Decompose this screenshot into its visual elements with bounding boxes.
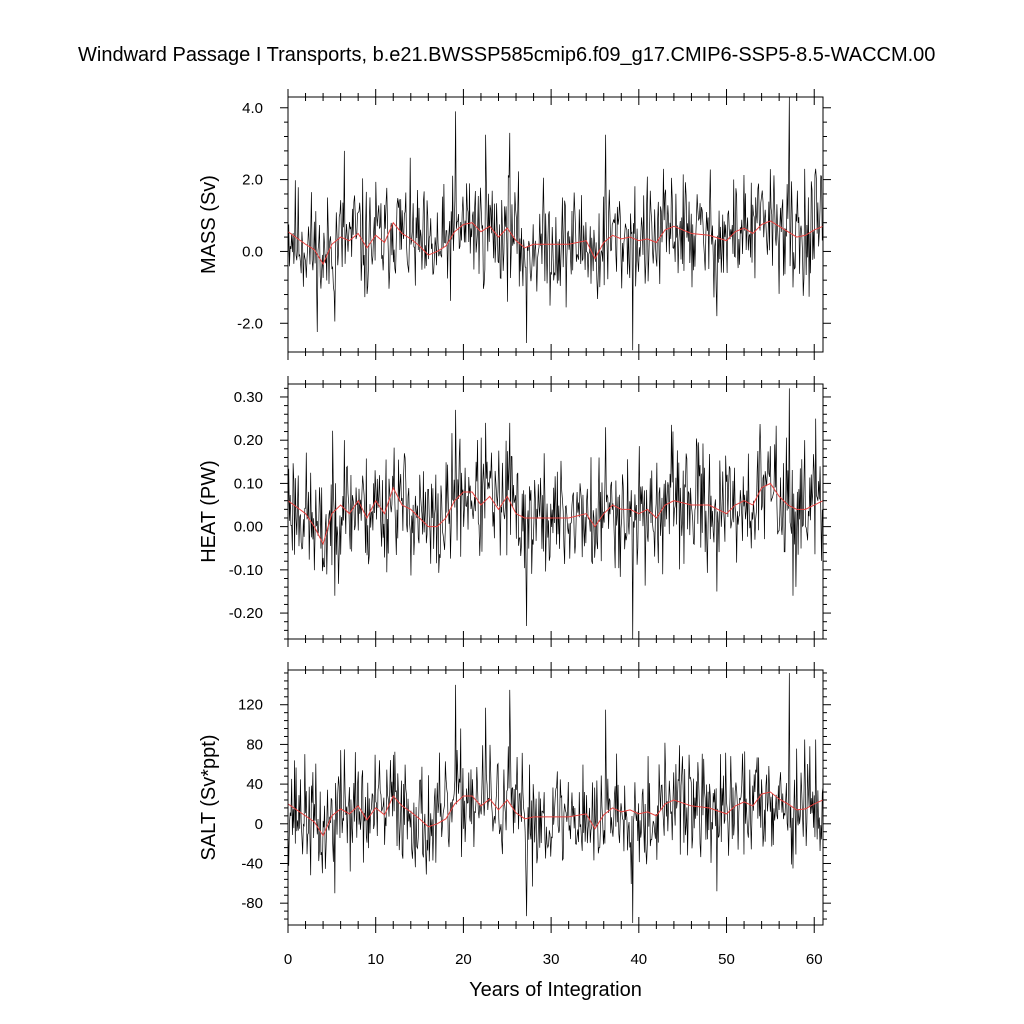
y-tick-label: -40 <box>241 855 263 872</box>
x-tick-label: 0 <box>284 951 292 968</box>
y-tick-label: 40 <box>246 776 263 793</box>
y-tick-label: -0.20 <box>229 605 263 622</box>
y-tick-label: 80 <box>246 736 263 753</box>
x-tick-label: 20 <box>455 951 472 968</box>
y-tick-label: 2.0 <box>242 172 263 189</box>
y-tick-label: 0.10 <box>234 475 263 492</box>
x-tick-label: 10 <box>367 951 384 968</box>
raw-series-line-2 <box>287 672 824 924</box>
y-tick-label: 0 <box>255 816 263 833</box>
x-tick-label: 50 <box>718 951 735 968</box>
chart-title: Windward Passage I Transports, b.e21.BWS… <box>78 44 936 66</box>
y-tick-label: 0.20 <box>234 432 263 449</box>
x-tick-label: 30 <box>543 951 560 968</box>
y-tick-label: -2.0 <box>237 315 263 332</box>
x-tick-label: 60 <box>806 951 823 968</box>
smoothed-series-line-2 <box>287 791 824 837</box>
y-axis-title: MASS (Sv) <box>198 175 220 274</box>
raw-series-line-0 <box>287 96 824 351</box>
x-axis-title: Years of Integration <box>469 979 642 1001</box>
y-tick-label: 120 <box>238 697 263 714</box>
y-tick-label: -0.10 <box>229 562 263 579</box>
y-tick-label: 4.0 <box>242 100 263 117</box>
panel-frame-2 <box>287 669 824 926</box>
panel-frame-0 <box>287 96 824 353</box>
smoothed-series-line-0 <box>287 220 824 266</box>
x-tick-label: 40 <box>630 951 647 968</box>
raw-series-line-1 <box>287 388 824 640</box>
y-tick-label: -80 <box>241 895 263 912</box>
y-tick-label: 0.0 <box>242 243 263 260</box>
y-axis-title: SALT (Sv*ppt) <box>198 735 220 861</box>
panel-frame-1 <box>287 383 824 640</box>
y-tick-label: 0.30 <box>234 389 263 406</box>
y-axis-title: HEAT (PW) <box>198 460 220 563</box>
smoothed-series-line-1 <box>287 482 824 546</box>
y-tick-label: 0.00 <box>234 519 263 536</box>
